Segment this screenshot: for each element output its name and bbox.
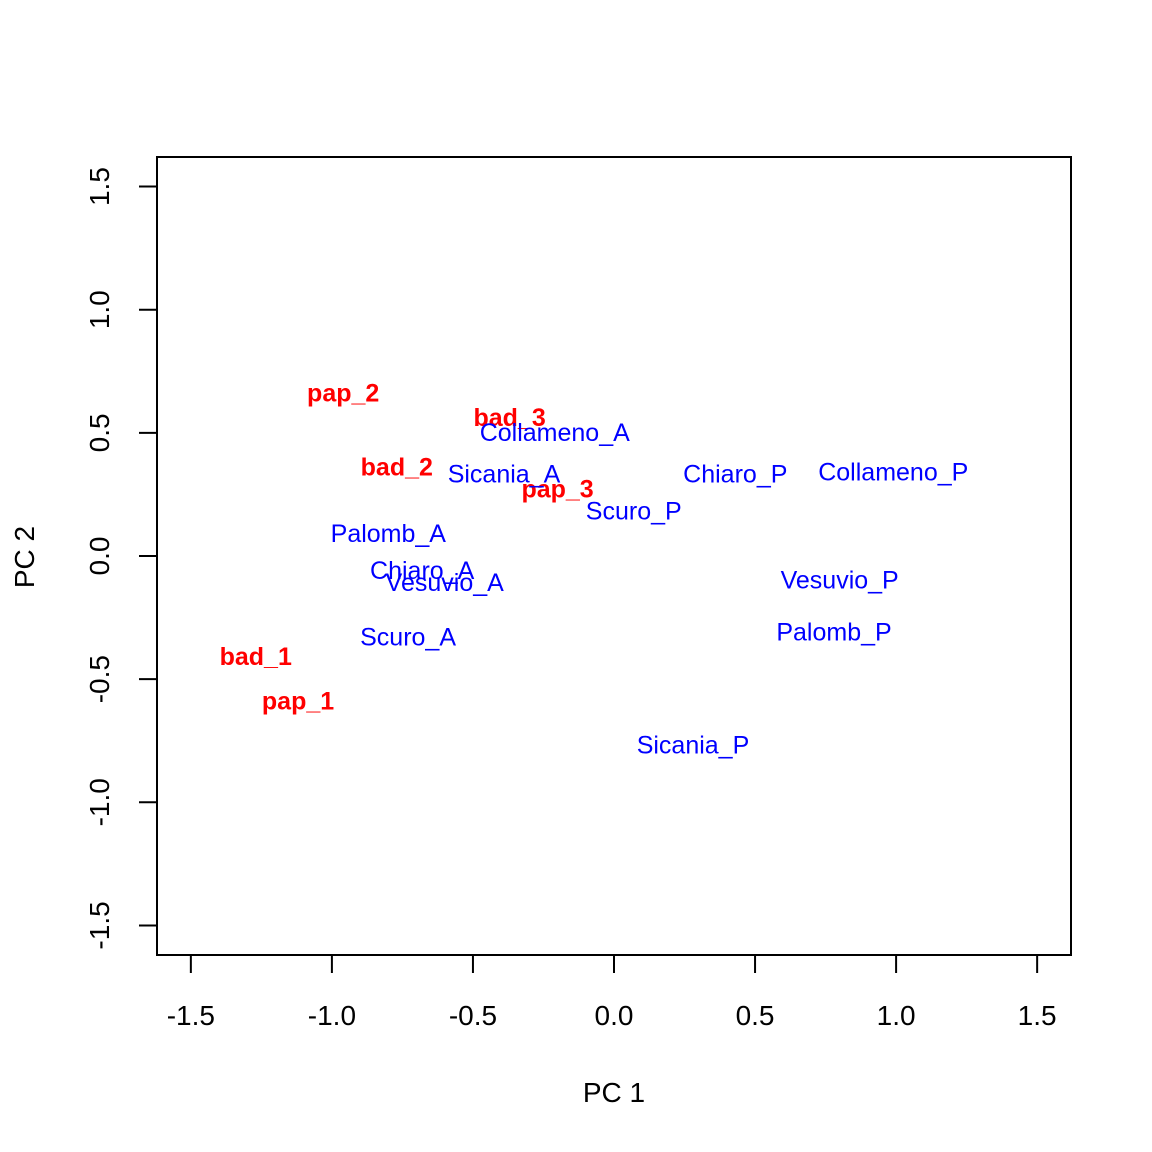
y-axis-title: PC 2 <box>9 526 40 588</box>
point-label: Palomb_A <box>331 520 447 548</box>
x-tick-label: 1.5 <box>1018 1000 1057 1031</box>
point-label: Collameno_P <box>818 458 968 486</box>
point-label: bad_3 <box>473 404 545 432</box>
point-label: bad_1 <box>220 643 292 671</box>
plot-frame <box>156 156 1072 956</box>
y-tick-label: 1.5 <box>84 167 115 206</box>
x-tick-label: -1.0 <box>308 1000 356 1031</box>
y-tick-label: 0.0 <box>84 537 115 576</box>
point-label: Vesuvio_P <box>781 567 899 595</box>
point-label: Collameno_A <box>480 419 630 447</box>
point-label: bad_2 <box>361 453 433 481</box>
point-label: Chiaro_P <box>683 461 787 489</box>
x-tick-label: -0.5 <box>449 1000 497 1031</box>
y-tick-label: 1.0 <box>84 290 115 329</box>
point-label: pap_3 <box>521 476 593 504</box>
x-tick-label: 1.0 <box>877 1000 916 1031</box>
y-tick-label: -1.5 <box>84 901 115 949</box>
point-label: Scuro_A <box>360 623 456 651</box>
point-label: pap_2 <box>307 379 379 407</box>
y-tick-label: -1.0 <box>84 778 115 826</box>
point-labels: pap_2 bad_3 bad_2 pap_3 bad_1 pap_1 Collameno_… <box>220 379 969 759</box>
point-label: Scuro_P <box>586 498 682 526</box>
x-axis-title: PC 1 <box>583 1077 645 1108</box>
point-label: pap_1 <box>262 687 334 715</box>
x-tick-label: 0.5 <box>736 1000 775 1031</box>
x-axis: -1.5 -1.0 -0.5 0.0 0.5 1.0 1.5 <box>167 954 1057 1031</box>
point-label: Palomb_P <box>776 618 891 646</box>
point-label: Vesuvio_A <box>386 569 504 597</box>
x-tick-label: -1.5 <box>167 1000 215 1031</box>
y-tick-label: -0.5 <box>84 655 115 703</box>
point-label: Sicania_P <box>637 732 750 760</box>
y-tick-label: 0.5 <box>84 413 115 452</box>
point-label: Sicania_A <box>448 461 561 489</box>
x-tick-label: 0.0 <box>595 1000 634 1031</box>
point-label: Chiaro_A <box>370 557 475 585</box>
y-axis: -1.5 -1.0 -0.5 0.0 0.5 1.0 1.5 <box>84 167 158 950</box>
